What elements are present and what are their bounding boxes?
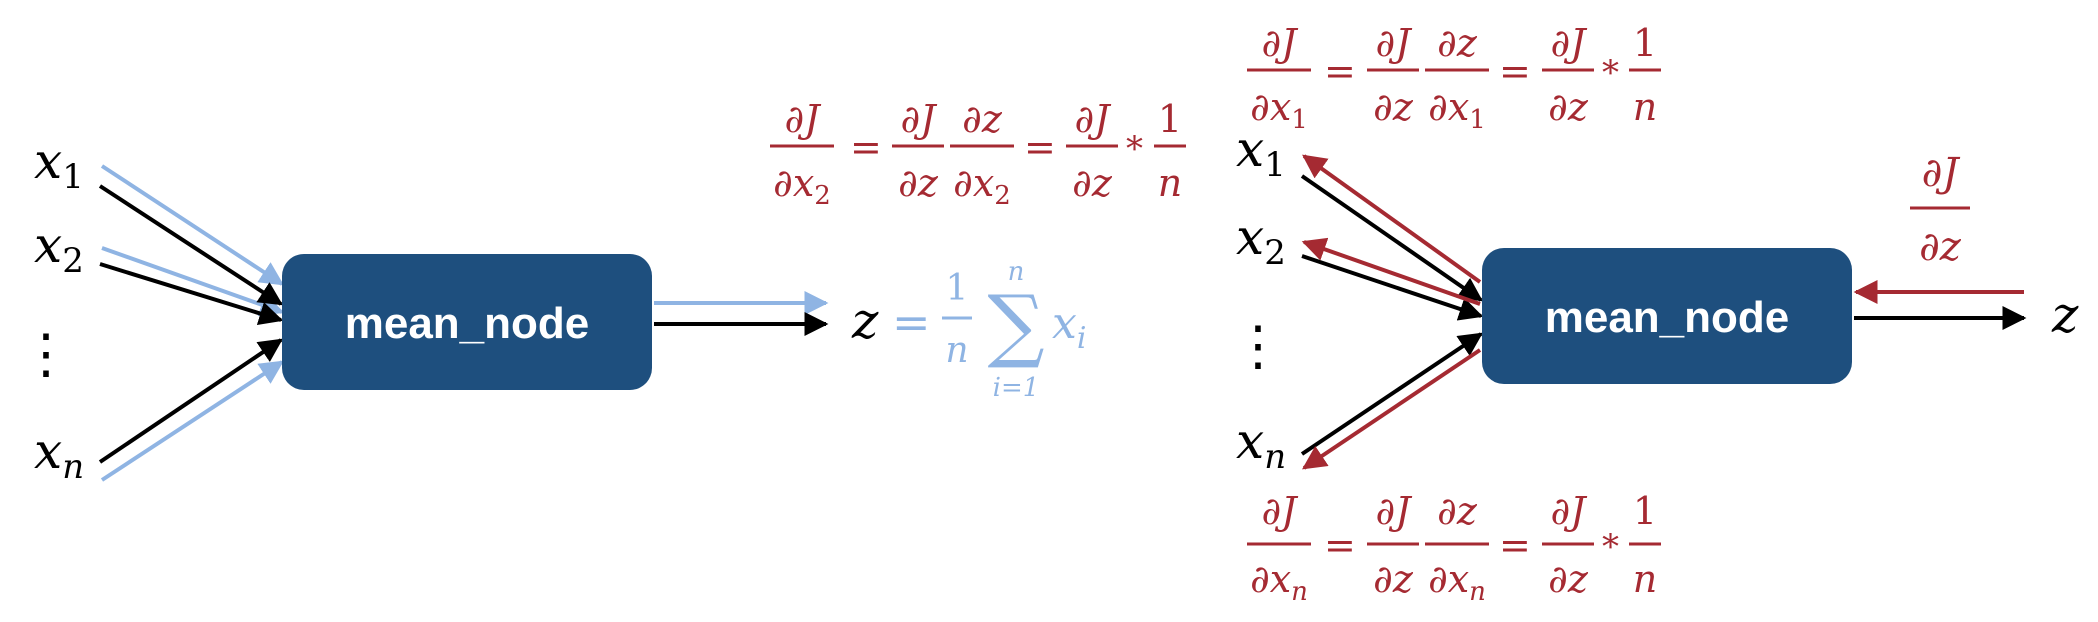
formula-equals: = <box>892 295 931 349</box>
grad-x2-eq1: = <box>850 125 882 169</box>
forward-gradient-x2-formula: ∂J ∂x2 = ∂J ∂z ∂z ∂x2 = ∂J ∂z * 1 n <box>770 97 1186 211</box>
formula-sigma: ∑ <box>987 278 1044 371</box>
forward-input-xn: xn <box>34 422 84 487</box>
grad-x1-djdz-den: ∂z <box>1373 85 1414 129</box>
grad-x2-n: n <box>1158 161 1182 205</box>
grad-xn-lhs-den: ∂xn <box>1250 557 1308 607</box>
forward-edge-xn <box>98 338 283 464</box>
grad-x1-djdz2-den: ∂z <box>1548 85 1589 129</box>
upstream-den: ∂z <box>1919 224 1962 270</box>
grad-x1-eq1: = <box>1324 49 1356 93</box>
upstream-num: ∂J <box>1922 150 1961 196</box>
backward-output-z: z <box>2051 286 2079 344</box>
backward-flow-arrow-xn <box>1302 348 1482 470</box>
backward-gradient-xn-formula: ∂J ∂xn = ∂J ∂z ∂z ∂xn = ∂J ∂z * 1 n <box>1247 489 1661 607</box>
forward-flow-arrow-xn <box>100 360 285 482</box>
grad-x2-djdz-num: ∂J <box>901 97 938 141</box>
grad-x2-lhs-den: ∂x2 <box>773 161 831 211</box>
backward-edge-x1 <box>1300 174 1483 302</box>
forward-input-x1: x1 <box>34 132 84 197</box>
forward-input-x2: x2 <box>34 216 84 281</box>
grad-xn-n: n <box>1633 557 1657 601</box>
grad-x2-dzdx-num: ∂z <box>962 97 1003 141</box>
backward-edge-x2 <box>1301 254 1484 321</box>
formula-sigma-bottom: i=1 <box>993 373 1040 403</box>
grad-x1-djdz2-num: ∂J <box>1551 21 1588 65</box>
grad-x1-one: 1 <box>1633 21 1657 65</box>
formula-numerator: 1 <box>946 268 969 309</box>
grad-xn-dzdx-den: ∂xn <box>1428 557 1486 607</box>
forward-flow-arrow-x1 <box>100 164 285 286</box>
forward-flow-arrow-x2 <box>101 246 285 317</box>
backward-gradient-x1-formula: ∂J ∂x1 = ∂J ∂z ∂z ∂x1 = ∂J ∂z * 1 n <box>1247 21 1661 135</box>
backward-node-label: mean_node <box>1545 293 1790 342</box>
grad-xn-one: 1 <box>1633 489 1657 533</box>
grad-xn-djdz-num: ∂J <box>1376 489 1413 533</box>
backward-vdots: ⋮ <box>1231 314 1285 377</box>
backward-mean-node <box>1482 248 1852 384</box>
backward-flow-arrow-x1 <box>1302 154 1482 284</box>
grad-x1-times: * <box>1602 53 1619 93</box>
grad-x2-djdz2-num: ∂J <box>1075 97 1112 141</box>
grad-xn-times: * <box>1602 527 1619 567</box>
grad-x1-n: n <box>1633 85 1657 129</box>
grad-xn-djdz-den: ∂z <box>1373 557 1414 601</box>
forward-edge-x2 <box>99 262 284 326</box>
grad-x2-dzdx-den: ∂x2 <box>953 161 1011 211</box>
grad-x1-dzdx-den: ∂x1 <box>1428 85 1486 135</box>
formula-term: xi <box>1052 298 1086 356</box>
backward-upstream-gradient: ∂J ∂z <box>1910 150 1970 270</box>
grad-xn-lhs-num: ∂J <box>1262 489 1299 533</box>
backward-input-x2: x2 <box>1236 208 1286 273</box>
grad-x2-djdz2-den: ∂z <box>1072 161 1113 205</box>
grad-xn-djdz2-num: ∂J <box>1551 489 1588 533</box>
grad-x2-eq2: = <box>1024 125 1056 169</box>
grad-x1-lhs-den: ∂x1 <box>1250 85 1308 135</box>
grad-xn-eq2: = <box>1499 523 1531 567</box>
formula-denominator: n <box>945 330 968 371</box>
backward-input-xn: xn <box>1236 412 1286 477</box>
forward-mean-node <box>282 254 652 390</box>
backward-pass: ∂J ∂x1 = ∂J ∂z ∂z ∂x1 = ∂J ∂z * 1 n x1 x… <box>1231 21 2079 607</box>
grad-xn-eq1: = <box>1324 523 1356 567</box>
backward-input-x1: x1 <box>1236 120 1286 185</box>
grad-xn-djdz2-den: ∂z <box>1548 557 1589 601</box>
backward-edge-xn <box>1300 332 1483 456</box>
grad-x1-djdz-num: ∂J <box>1376 21 1413 65</box>
grad-x2-djdz-den: ∂z <box>898 161 939 205</box>
forward-vdots: ⋮ <box>19 322 73 385</box>
forward-node-label: mean_node <box>345 299 590 348</box>
grad-x1-eq2: = <box>1499 49 1531 93</box>
forward-edge-x1 <box>98 184 284 306</box>
grad-x1-dzdx-num: ∂z <box>1437 21 1478 65</box>
formula-sigma-top: n <box>1008 257 1025 287</box>
forward-pass: x1 x2 ⋮ xn mean_node z = 1 n n ∑ <box>19 97 1186 487</box>
forward-mean-formula: = 1 n n ∑ i=1 xi <box>892 257 1086 403</box>
grad-xn-dzdx-num: ∂z <box>1437 489 1478 533</box>
grad-x2-times: * <box>1126 129 1143 169</box>
grad-x2-lhs-num: ∂J <box>785 97 822 141</box>
forward-output-z: z <box>851 292 879 350</box>
grad-x2-one: 1 <box>1158 97 1182 141</box>
backward-flow-arrow-x2 <box>1301 237 1481 306</box>
grad-x1-lhs-num: ∂J <box>1262 21 1299 65</box>
